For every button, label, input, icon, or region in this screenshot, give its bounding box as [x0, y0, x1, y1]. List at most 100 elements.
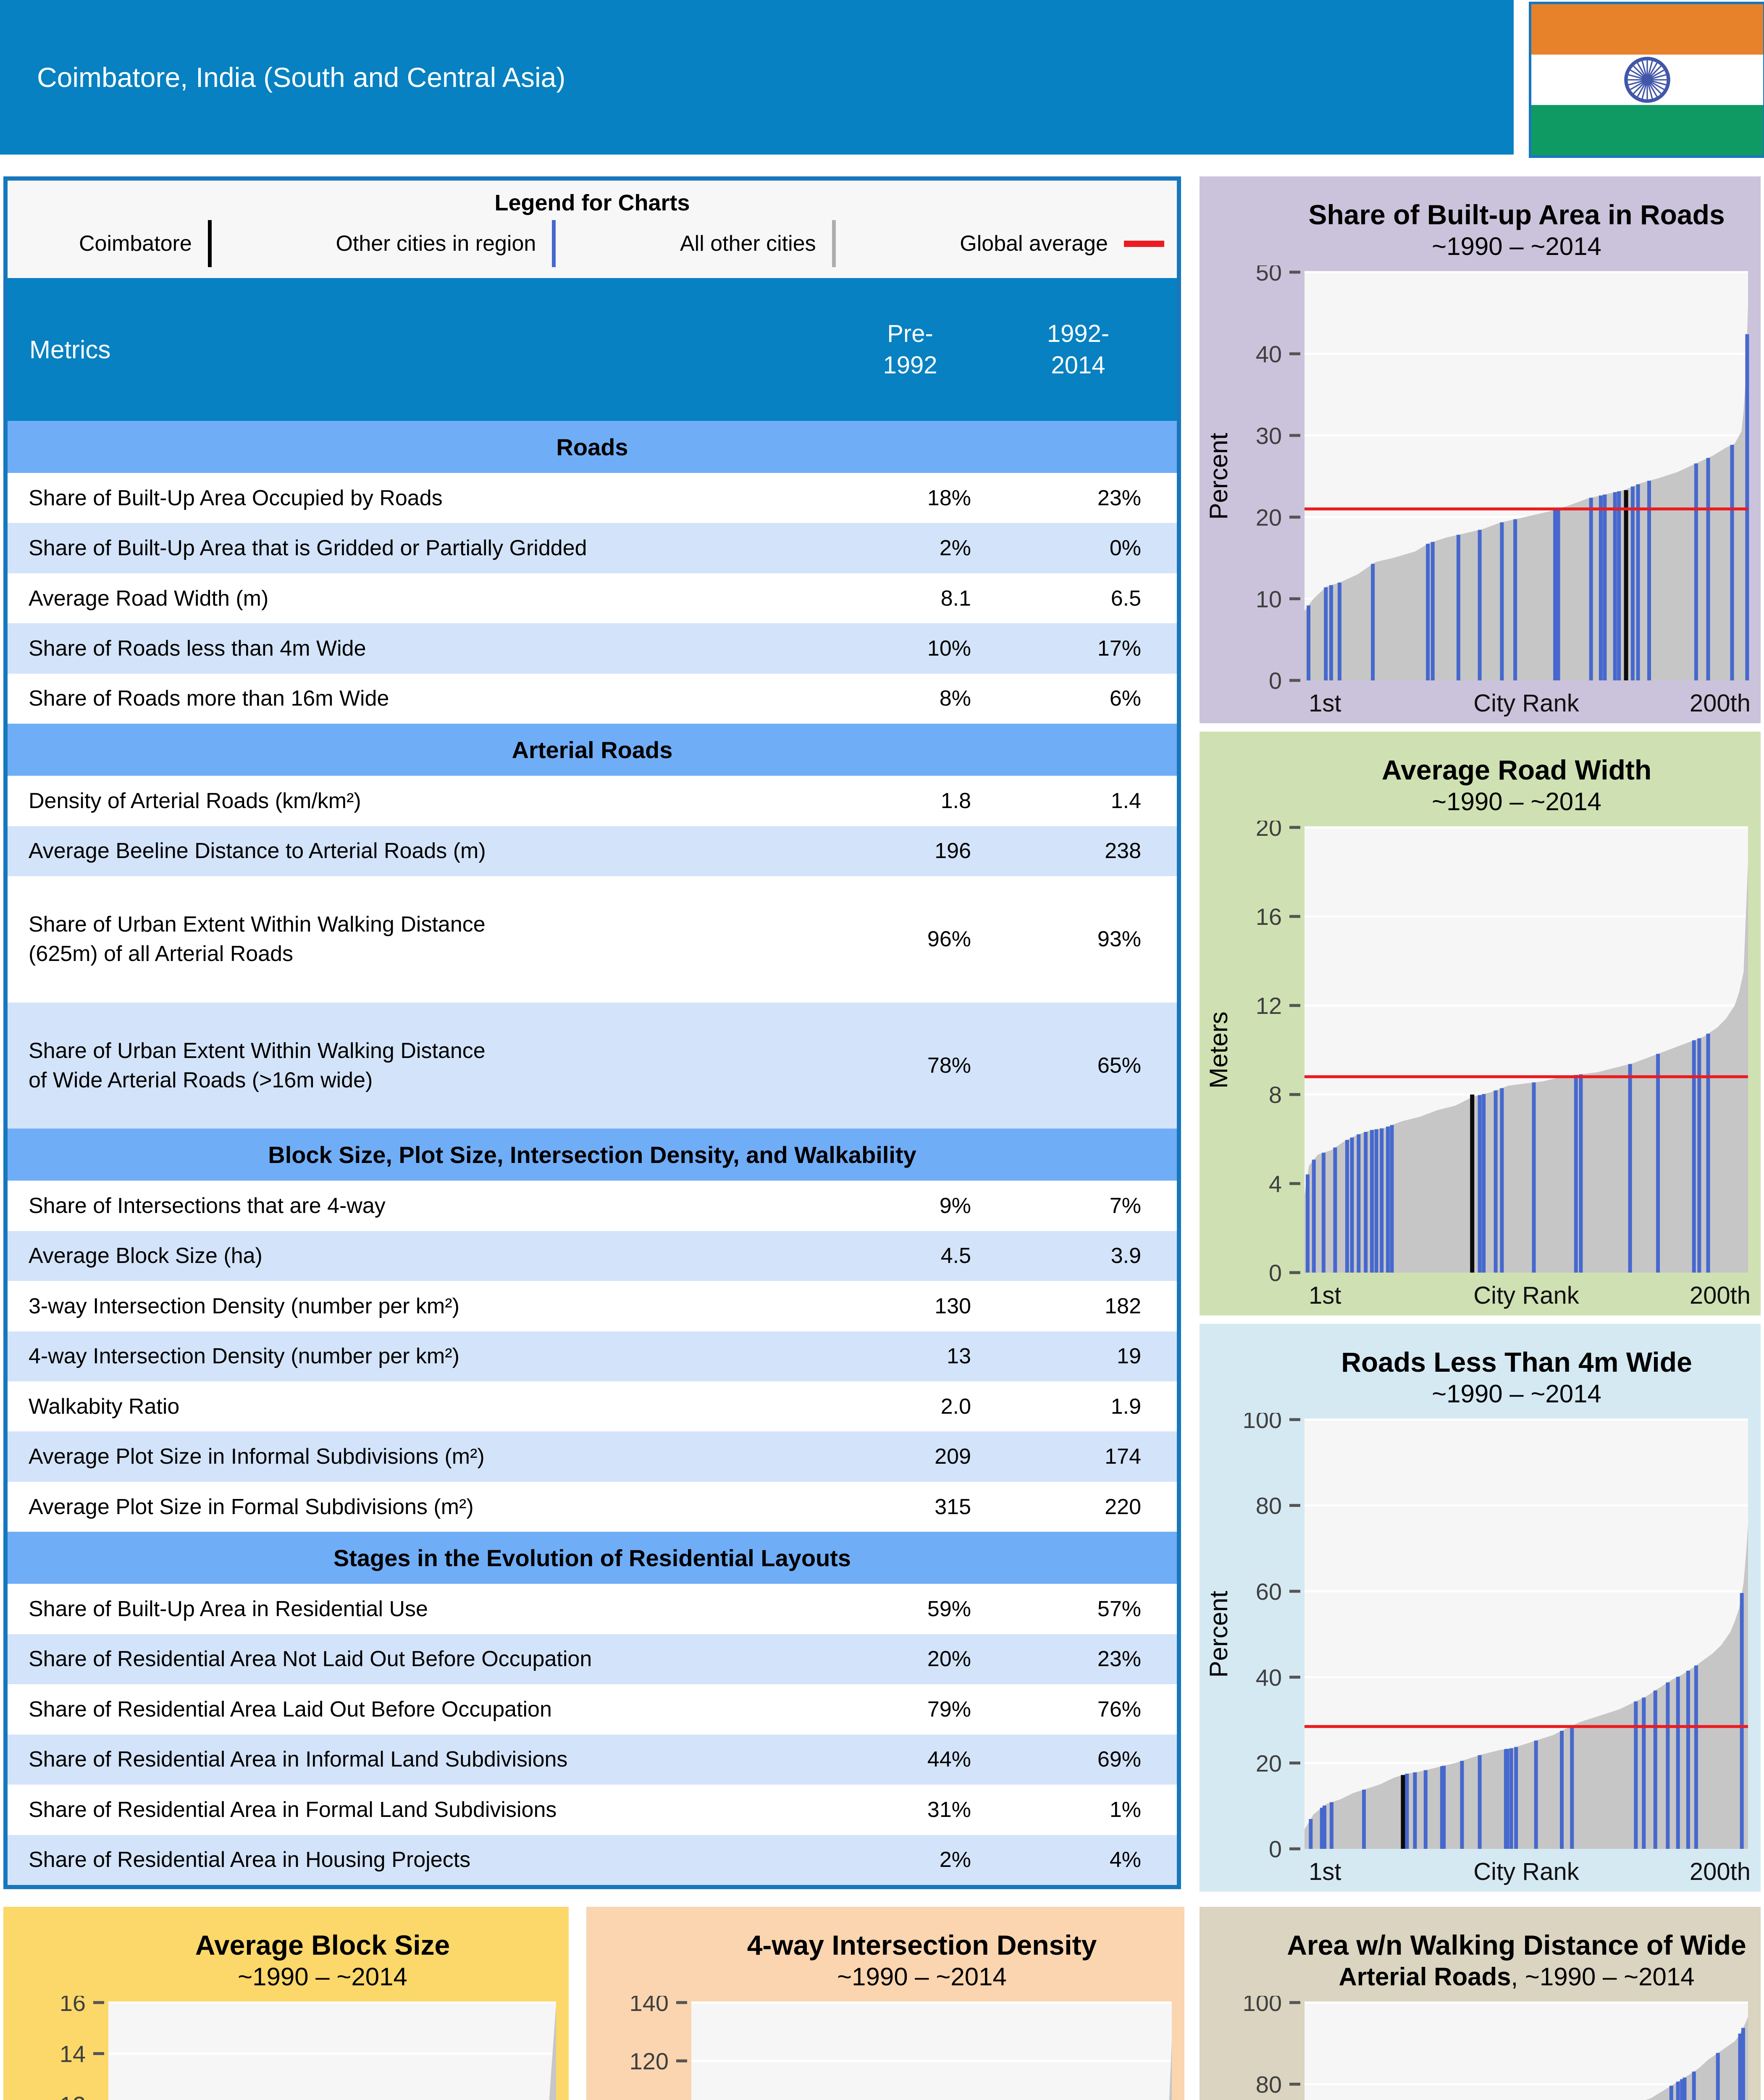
- region-city-bar: [1478, 530, 1482, 680]
- chart-subtitle: ~1990 – ~2014: [837, 1963, 1007, 1991]
- table-row: 4-way Intersection Density (number per k…: [8, 1331, 1177, 1381]
- row-value-pre-1992: 96%: [927, 927, 971, 952]
- region-city-bar: [1683, 2077, 1687, 2100]
- region-city-bar: [1320, 1808, 1324, 1849]
- all-other-cities-area: [1305, 863, 1748, 1273]
- region-city-bar: [1337, 583, 1341, 680]
- row-value-1992-2014: 6.5: [1110, 586, 1141, 611]
- region-city-bar: [1630, 486, 1635, 680]
- row-value-pre-1992: 10%: [927, 636, 971, 661]
- region-city-bar: [1426, 543, 1430, 680]
- row-value-pre-1992: 8%: [939, 686, 971, 711]
- region-city-bar: [1553, 509, 1557, 680]
- region-city-bar: [1534, 1740, 1538, 1849]
- region-city-bar: [1740, 1593, 1744, 1849]
- region-city-bar: [1741, 2028, 1745, 2100]
- table-row: Share of Built-Up Area in Residential Us…: [8, 1584, 1177, 1634]
- chart-svg: 0 4 8 12 16 20 Meters 1st City Rank 200th: [1205, 814, 1751, 1309]
- plot-background: [108, 2003, 556, 2100]
- region-city-bar: [1628, 1064, 1632, 1273]
- row-label: Share of Built-Up Area in Residential Us…: [29, 1596, 428, 1621]
- region-city-bar: [1390, 1125, 1394, 1273]
- row-label: Share of Urban Extent Within Walking Dis…: [29, 1038, 486, 1092]
- y-axis-title: Meters: [1205, 1011, 1233, 1088]
- region-city-bar: [1442, 1766, 1446, 1849]
- row-label: Share of Residential Area in Formal Land…: [29, 1797, 557, 1822]
- x-axis-label: City Rank: [1473, 1282, 1579, 1309]
- row-value-1992-2014: 69%: [1097, 1747, 1141, 1772]
- row-value-1992-2014: 17%: [1097, 636, 1141, 661]
- india-flag-icon: [1529, 2, 1764, 158]
- chart-share-of-built-up-area-in-roads: Share of Built-up Area in Roads ~1990 – …: [1200, 176, 1761, 723]
- legend-item-all-other-cities: All other cities: [680, 220, 836, 267]
- row-value-1992-2014: 4%: [1109, 1848, 1141, 1872]
- table-row: Average Plot Size in Informal Subdivisio…: [8, 1431, 1177, 1482]
- region-city-bar: [1676, 1677, 1680, 1849]
- x-axis-label: 1st: [1309, 1282, 1341, 1309]
- row-value-pre-1992: 2%: [939, 1848, 971, 1872]
- y-tick-label: 40: [1256, 341, 1282, 368]
- region-city-bar: [1380, 1128, 1384, 1273]
- row-label: Share of Intersections that are 4-way: [29, 1193, 386, 1218]
- region-city-bar: [1694, 463, 1698, 680]
- region-city-bar: [1676, 2082, 1680, 2100]
- y-tick-label: 0: [1269, 1836, 1282, 1862]
- y-tick-label: 16: [60, 1996, 86, 2016]
- chart-title-line1: 4-way Intersection Density: [747, 1929, 1097, 1961]
- row-value-1992-2014: 0%: [1109, 536, 1141, 561]
- region-city-bar: [1634, 1701, 1638, 1849]
- y-tick-label: 20: [1256, 504, 1282, 530]
- row-value-pre-1992: 78%: [927, 1053, 971, 1078]
- region-city-bar: [1738, 2033, 1742, 2100]
- row-label: Share of Residential Area Laid Out Befor…: [29, 1697, 552, 1722]
- row-label: Walkabity Ratio: [29, 1394, 180, 1419]
- row-label: Share of Residential Area in Housing Pro…: [29, 1848, 471, 1872]
- region-city-bar: [1579, 1074, 1583, 1273]
- region-city-bar: [1514, 1747, 1518, 1849]
- region-city-bar: [1309, 1819, 1313, 1849]
- region-city-bar: [1362, 1790, 1366, 1849]
- row-value-pre-1992: 1.8: [940, 788, 971, 813]
- y-tick-label: 20: [1256, 821, 1282, 841]
- row-value-pre-1992: 315: [934, 1494, 971, 1519]
- region-city-bar: [1305, 1174, 1310, 1273]
- row-value-pre-1992: 8.1: [940, 586, 971, 611]
- x-axis-label: City Rank: [1473, 690, 1579, 717]
- legend-label: Coimbatore: [79, 231, 192, 256]
- table-row: Average Plot Size in Formal Subdivisions…: [8, 1481, 1177, 1532]
- x-axis-label: 200th: [1690, 1858, 1751, 1885]
- metrics-column-header: Metrics: [29, 335, 111, 364]
- chart-subtitle: ~1990 – ~2014: [1432, 232, 1601, 261]
- y-tick-label: 12: [60, 2092, 86, 2100]
- region-city-bar: [1386, 1126, 1390, 1273]
- row-value-pre-1992: 2.0: [940, 1394, 971, 1419]
- region-city-bar: [1364, 1132, 1368, 1273]
- region-city-bar: [1599, 495, 1603, 680]
- chart-title: Average Block Size ~1990 – ~2014: [3, 1907, 569, 1992]
- row-value-1992-2014: 23%: [1097, 1647, 1141, 1672]
- table-header-row: Metrics Pre- 1992 1992- 2014: [8, 278, 1177, 421]
- row-value-1992-2014: 76%: [1097, 1697, 1141, 1722]
- region-city-bar: [1324, 587, 1328, 680]
- region-city-bar: [1692, 2071, 1696, 2100]
- y-tick-label: 100: [1243, 1413, 1282, 1433]
- row-value-1992-2014: 7%: [1109, 1193, 1141, 1218]
- global-average-line-icon: [1124, 240, 1164, 247]
- y-tick-label: 80: [1256, 1493, 1282, 1519]
- chart-title: Roads Less Than 4m Wide ~1990 – ~2014: [1200, 1324, 1761, 1409]
- chart-title-line1: Average Block Size: [195, 1929, 450, 1961]
- row-value-1992-2014: 65%: [1097, 1053, 1141, 1078]
- region-city-bar: [1312, 1160, 1316, 1273]
- chart-title: 4-way Intersection Density ~1990 – ~2014: [586, 1907, 1184, 1992]
- y-tick-label: 20: [1256, 1750, 1282, 1777]
- chart-average-block-size: Average Block Size ~1990 – ~2014 0246810…: [3, 1907, 569, 2100]
- region-city-bar: [1374, 1129, 1378, 1273]
- row-value-pre-1992: 209: [934, 1444, 971, 1469]
- row-value-pre-1992: 44%: [927, 1747, 971, 1772]
- x-axis-label: 200th: [1690, 690, 1751, 717]
- section-header: Block Size, Plot Size, Intersection Dens…: [8, 1129, 1177, 1181]
- region-city-bar: [1413, 1772, 1417, 1849]
- row-value-1992-2014: 93%: [1097, 927, 1141, 952]
